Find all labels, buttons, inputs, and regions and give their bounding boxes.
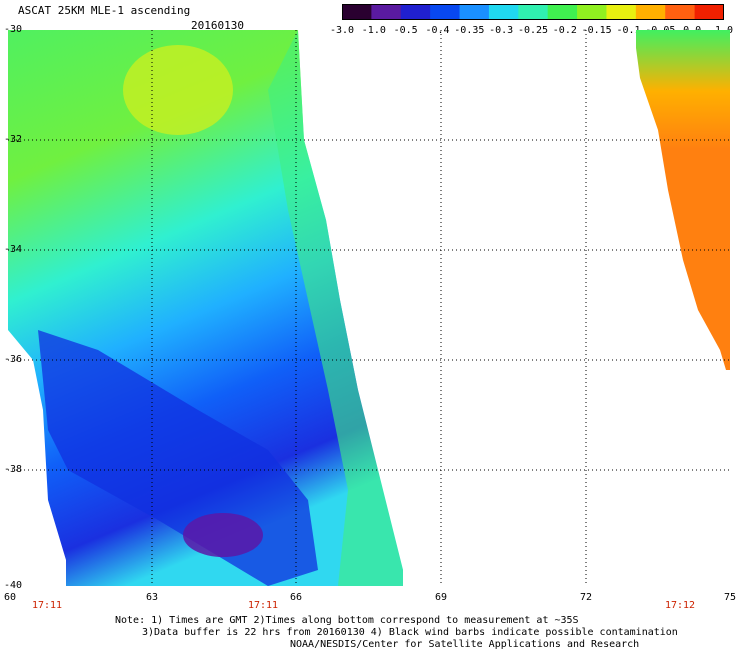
lat-label-38: -38 [4,464,23,475]
lat-label-32: -32 [4,134,23,145]
note-line-1: Note: 1) Times are GMT 2)Times along bot… [115,615,579,626]
colorbar-swatch [488,4,519,20]
lon-label-75: 75 [723,592,737,603]
swath-right [636,30,730,370]
lat-label-36: -36 [4,354,23,365]
time-label-2: 17:11 [247,600,279,611]
colorbar-swatch [694,4,724,20]
colorbar-swatch [371,4,402,20]
swath-left-edge [268,30,403,586]
colorbar-label: -1.0 [361,25,386,36]
map-date: 20160130 [191,19,244,32]
colorbar-swatch [577,4,607,20]
colorbar-label: -0.35 [454,25,485,36]
map-title: ASCAT 25KM MLE-1 ascending [18,4,191,17]
colorbar-label: -0.5 [393,25,418,36]
time-label-1: 17:11 [31,600,63,611]
colorbar-label: -0.1 [616,25,641,36]
lat-label-34: -34 [4,244,23,255]
swath-purple-core [183,513,263,557]
colorbar-swatch [606,4,637,20]
lon-label-66: 66 [289,592,303,603]
colorbar-swatch [518,4,549,20]
colorbar-label: -0.15 [581,25,612,36]
colorbar-label: -0.25 [517,25,549,36]
colorbar-swatch [635,4,666,20]
graticule [8,30,730,586]
colorbar-swatch [459,4,490,20]
lat-label-40: -40 [4,580,23,591]
colorbar-swatch [342,4,372,20]
lon-label-63: 63 [145,592,159,603]
colorbar-border [342,4,724,20]
time-label-3: 17:12 [664,600,696,611]
note-line-3: NOAA/NESDIS/Center for Satellite Applica… [290,639,640,650]
colorbar-label: -0.4 [425,25,450,36]
colorbar-swatch [665,4,696,20]
lon-label-72: 72 [579,592,593,603]
note-line-2: 3)Data buffer is 22 hrs from 20160130 4)… [142,627,678,638]
colorbar-label: -3.0 [329,25,355,36]
lon-label-60: 60 [3,592,17,603]
swath-yellow-patch [123,45,233,135]
colorbar-swatch [430,4,461,20]
colorbar-label: -0.3 [489,25,514,36]
colorbar-swatch [547,4,578,20]
colorbar-label: -0.2 [552,25,577,36]
colorbar [342,4,724,20]
lat-label-30: -30 [4,24,23,35]
swath-map [8,30,730,586]
lon-label-69: 69 [434,592,448,603]
colorbar-swatch [400,4,431,20]
